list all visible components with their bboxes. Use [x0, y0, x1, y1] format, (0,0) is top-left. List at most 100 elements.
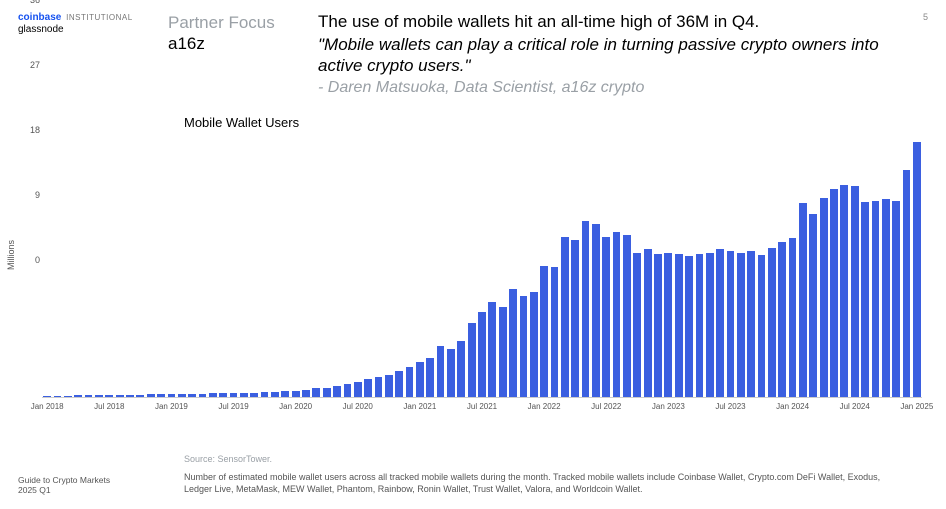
chart-bar — [344, 384, 352, 397]
chart-bar — [520, 296, 528, 397]
chart-bar — [530, 292, 538, 397]
chart-bar — [281, 391, 289, 397]
partner-focus-block: Partner Focus a16z — [168, 12, 318, 55]
chart-title: Mobile Wallet Users — [184, 115, 299, 130]
chart-bar — [716, 249, 724, 397]
guide-block: Guide to Crypto Markets 2025 Q1 — [18, 475, 110, 495]
y-tick-label: 27 — [12, 60, 40, 70]
chart-bar — [354, 382, 362, 397]
chart-bar — [903, 170, 911, 398]
chart-bar — [644, 249, 652, 397]
header: coinbase INSTITUTIONAL glassnode Partner… — [0, 0, 946, 97]
chart-bar — [188, 394, 196, 397]
chart-bar — [675, 254, 683, 397]
chart-bar — [105, 395, 113, 397]
chart-bar — [178, 394, 186, 397]
x-tick-label: Jul 2018 — [94, 402, 124, 411]
x-tick-label: Jul 2019 — [218, 402, 248, 411]
x-tick-label: Jul 2022 — [591, 402, 621, 411]
chart-bar — [250, 393, 258, 397]
institutional-label: INSTITUTIONAL — [66, 13, 133, 22]
logo-line-1: coinbase INSTITUTIONAL — [18, 12, 168, 24]
chart-bar — [768, 248, 776, 398]
chart-bar — [654, 254, 662, 397]
headline-block: The use of mobile wallets hit an all-tim… — [318, 12, 908, 97]
x-tick-label: Jan 2022 — [528, 402, 561, 411]
coinbase-logo-text: coinbase — [18, 12, 61, 23]
chart-bar — [312, 388, 320, 397]
x-tick-label: Jan 2024 — [776, 402, 809, 411]
partner-label: Partner Focus — [168, 12, 318, 33]
chart-area: Jan 2018Jul 2018Jan 2019Jul 2019Jan 2020… — [42, 138, 922, 416]
chart-bar — [157, 394, 165, 397]
chart-bar — [302, 390, 310, 397]
chart-bar — [861, 202, 869, 397]
chart-bar — [582, 221, 590, 397]
y-tick-label: 18 — [12, 125, 40, 135]
chart-bar — [437, 346, 445, 397]
chart-bar — [540, 266, 548, 397]
chart-bar — [333, 386, 341, 397]
guide-period: 2025 Q1 — [18, 485, 110, 495]
chart-bar — [64, 396, 72, 397]
chart-bar — [551, 267, 559, 397]
x-tick-label: Jan 2023 — [652, 402, 685, 411]
chart-bar — [499, 307, 507, 397]
chart-bar — [230, 393, 238, 397]
partner-org: a16z — [168, 33, 318, 54]
chart-bar — [820, 198, 828, 397]
chart-bar — [747, 251, 755, 397]
chart-bar — [375, 377, 383, 397]
chart-bar — [447, 349, 455, 397]
chart-bar — [478, 312, 486, 397]
chart-bar — [696, 254, 704, 397]
chart-bar — [74, 395, 82, 397]
x-tick-label: Jan 2025 — [900, 402, 933, 411]
chart-bar — [840, 185, 848, 397]
chart-bar — [457, 341, 465, 397]
y-tick-label: 36 — [12, 0, 40, 5]
chart-bar — [851, 186, 859, 397]
chart-bar — [395, 371, 403, 397]
chart-bar — [592, 224, 600, 397]
chart-bar — [136, 395, 144, 397]
x-tick-label: Jan 2019 — [155, 402, 188, 411]
chart-bar — [240, 393, 248, 397]
chart-bar — [623, 235, 631, 398]
x-tick-label: Jul 2021 — [467, 402, 497, 411]
chart-bar — [468, 323, 476, 397]
y-tick-label: 0 — [12, 255, 40, 265]
footnote-text: Number of estimated mobile wallet users … — [184, 471, 884, 495]
page-number: 5 — [908, 12, 928, 22]
chart-bar — [602, 237, 610, 397]
chart-bar — [799, 203, 807, 397]
chart-bar — [43, 396, 51, 397]
chart-bar — [778, 242, 786, 397]
chart-bar — [261, 392, 269, 397]
chart-bar — [416, 362, 424, 397]
chart-bar — [199, 394, 207, 397]
headline-text: The use of mobile wallets hit an all-tim… — [318, 12, 888, 32]
chart-bar — [509, 289, 517, 397]
chart-bar — [147, 394, 155, 397]
chart-bar — [789, 238, 797, 397]
chart-bar — [85, 395, 93, 397]
chart-bar — [737, 253, 745, 397]
chart-bar — [323, 388, 331, 397]
bar-chart-plot — [42, 138, 922, 398]
chart-bar — [892, 201, 900, 397]
chart-bar — [292, 391, 300, 398]
chart-bar — [872, 201, 880, 397]
quote-text: "Mobile wallets can play a critical role… — [318, 34, 888, 77]
chart-bar — [633, 253, 641, 397]
chart-bar — [664, 253, 672, 397]
guide-title: Guide to Crypto Markets — [18, 475, 110, 485]
source-line: Source: SensorTower. — [184, 453, 884, 465]
chart-bar — [385, 375, 393, 397]
chart-bar — [209, 393, 217, 397]
chart-bar — [271, 392, 279, 397]
x-tick-label: Jan 2018 — [31, 402, 64, 411]
chart-bar — [571, 240, 579, 397]
chart-bar — [685, 256, 693, 397]
chart-bar — [488, 302, 496, 397]
